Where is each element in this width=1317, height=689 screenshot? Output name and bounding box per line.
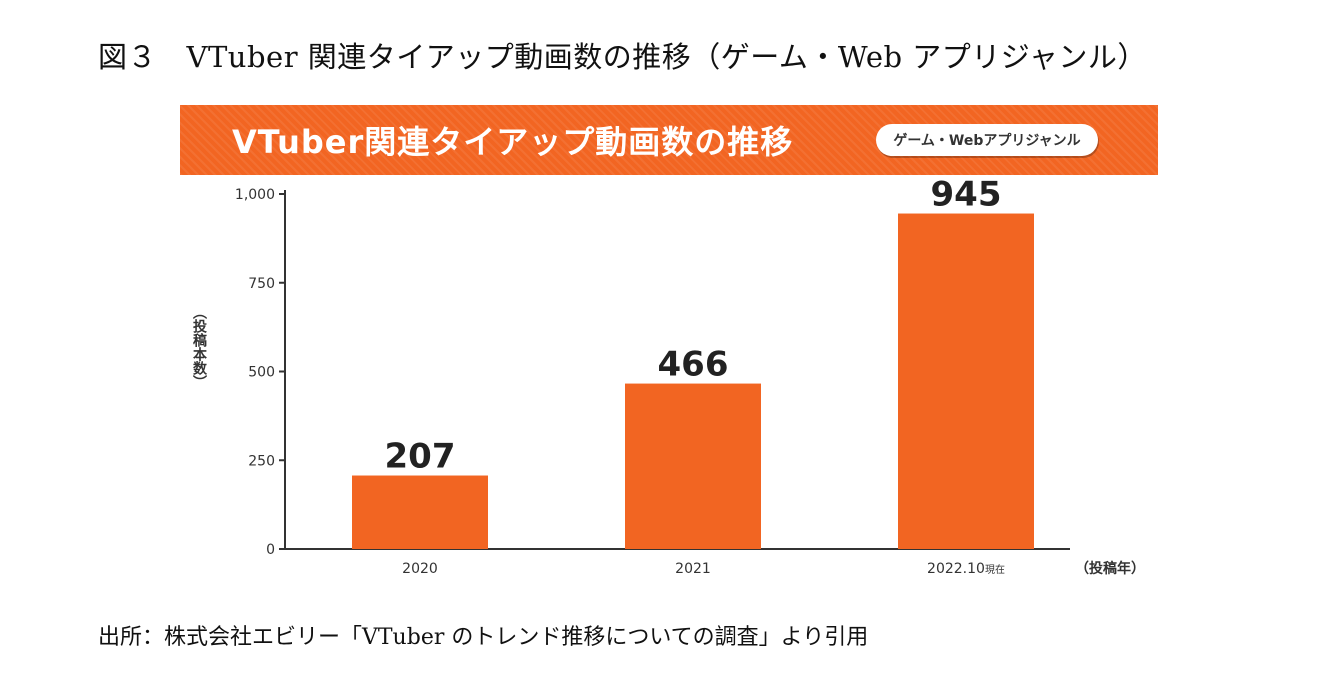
y-tick-label: 750 xyxy=(248,276,275,292)
bar-2020 xyxy=(352,476,488,549)
chart-banner: VTuber関連タイアップ動画数の推移 ゲーム・Webアプリジャンル xyxy=(180,105,1158,175)
chart-title: VTuber関連タイアップ動画数の推移 xyxy=(232,117,793,163)
x-tick-label: 2020 xyxy=(402,561,438,577)
data-label-2022.10: 945 xyxy=(931,175,1002,215)
x-tick-suffix: 現在 xyxy=(985,564,1005,576)
y-tick-label: 1,000 xyxy=(235,187,275,203)
x-tick-label: 2022.10現在 xyxy=(927,561,1005,577)
y-tick-label: 500 xyxy=(248,365,275,381)
genre-badge: ゲーム・Webアプリジャンル xyxy=(876,124,1098,156)
source-note: 出所：株式会社エビリー「VTuber のトレンド推移についての調査」より引用 xyxy=(98,619,868,651)
figure-title: 図３ VTuber 関連タイアップ動画数の推移（ゲーム・Web アプリジャンル） xyxy=(98,34,1147,76)
data-label-2021: 466 xyxy=(658,345,729,385)
y-tick-label: 250 xyxy=(248,453,275,469)
x-tick-label: 2021 xyxy=(675,561,711,577)
bar-2021 xyxy=(625,384,761,549)
y-tick-label: 0 xyxy=(266,542,275,558)
y-axis-label: （投稿本数） xyxy=(189,305,209,389)
x-axis-label: （投稿年） xyxy=(1075,560,1145,577)
data-label-2020: 207 xyxy=(385,437,456,477)
bar-2022.10 xyxy=(898,214,1034,549)
